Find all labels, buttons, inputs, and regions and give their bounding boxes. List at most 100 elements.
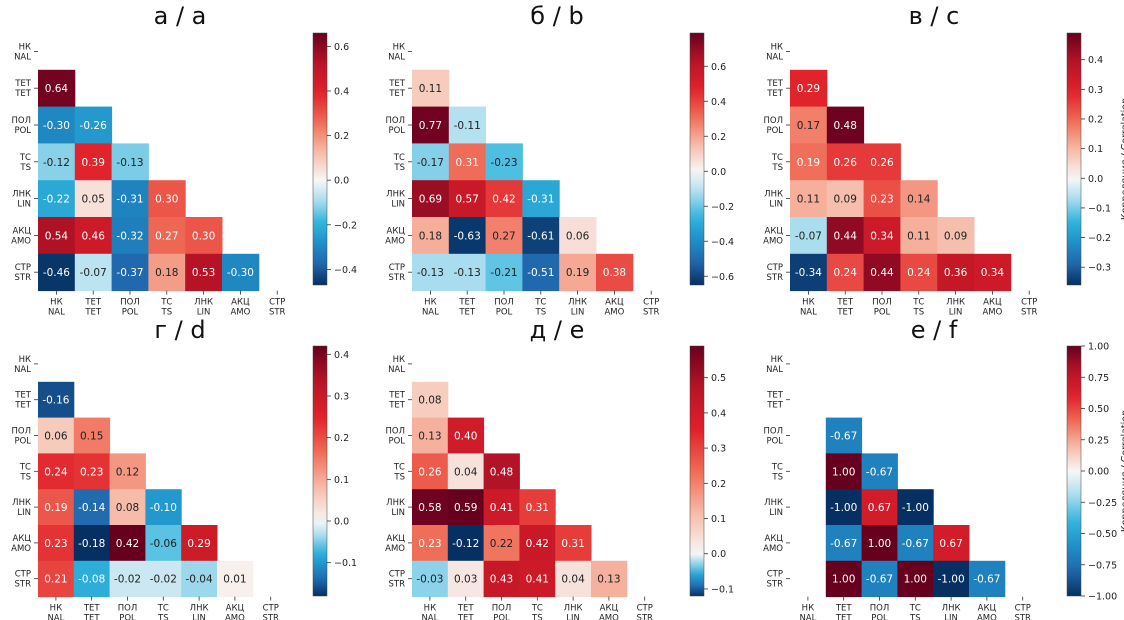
colorbar-tick-label: 0.0 bbox=[711, 167, 726, 178]
row-label-en: POL bbox=[388, 437, 405, 447]
row-label-en: TET bbox=[766, 89, 784, 99]
cell-value-label: -0.07 bbox=[795, 230, 822, 242]
heatmap-cell bbox=[448, 106, 487, 144]
row-label-en: TS bbox=[771, 163, 783, 173]
heatmap-cell bbox=[38, 525, 75, 562]
cell-value-label: 0.26 bbox=[870, 157, 894, 169]
row-label-ru: ТЕТ bbox=[766, 391, 784, 401]
cell-value-label: -0.13 bbox=[454, 267, 481, 279]
heatmap-cell bbox=[448, 143, 487, 181]
heatmap-cell bbox=[448, 253, 487, 292]
cell-value-label: 0.54 bbox=[45, 230, 69, 242]
colorbar bbox=[1066, 345, 1082, 597]
colorbar-label: Корреляция / Correlation bbox=[1120, 98, 1124, 220]
col-label-en: NAL bbox=[800, 308, 817, 318]
heatmap-cell bbox=[38, 489, 75, 526]
heatmap-cell bbox=[861, 453, 898, 490]
heatmap-cell bbox=[522, 217, 560, 255]
row-label-en: TET bbox=[14, 401, 32, 411]
cell-value-label: 0.26 bbox=[834, 157, 858, 169]
cell-value-label: 0.67 bbox=[939, 538, 962, 550]
heatmap-cell bbox=[974, 253, 1012, 292]
cell-value-label: 0.05 bbox=[82, 194, 105, 206]
heatmap-cell bbox=[826, 217, 865, 255]
col-label-en: TET bbox=[83, 614, 101, 620]
col-label-ru: ЛНК bbox=[942, 604, 961, 614]
cell-value-label: -0.17 bbox=[417, 157, 444, 169]
row-label-en: AMO bbox=[763, 236, 783, 246]
col-label-ru: ТЕТ bbox=[458, 298, 476, 308]
row-label-en: TET bbox=[766, 401, 784, 411]
cell-value-label: -1.00 bbox=[902, 502, 929, 514]
cell-value-label: 1.00 bbox=[832, 466, 855, 478]
heatmap-cell bbox=[559, 217, 597, 255]
col-label-ru: ПОЛ bbox=[118, 604, 137, 614]
colorbar-tick-label: 0.1 bbox=[334, 475, 349, 486]
colorbar-tick-label: 0.0 bbox=[711, 549, 726, 560]
col-label-ru: НК bbox=[802, 298, 814, 308]
cell-value-label: 0.13 bbox=[597, 574, 620, 586]
cell-value-label: 0.01 bbox=[223, 574, 246, 586]
cell-value-label: 0.14 bbox=[907, 194, 931, 206]
heatmap-cell bbox=[73, 489, 111, 526]
cell-value-label: -0.31 bbox=[527, 194, 554, 206]
heatmap-panel-1: а / a 0.64 -0.30 -0.26 -0.12 0.39 -0.13 -0.22 0.… bbox=[11, 2, 357, 318]
cell-value-label: -0.67 bbox=[830, 538, 857, 550]
row-label-ru: ТС bbox=[393, 462, 405, 472]
col-label-ru: СТР bbox=[637, 604, 653, 614]
col-label-ru: НК bbox=[50, 298, 62, 308]
heatmap-cell bbox=[38, 143, 76, 181]
cell-value-label: 0.34 bbox=[981, 267, 1005, 279]
colorbar-tick-label: 0.3 bbox=[711, 444, 726, 455]
heatmap-panel-2: б / b 0.11 0.77 -0.11 -0.17 0.31 -0.23 0.69 0.57… bbox=[385, 2, 734, 318]
cell-value-label: -0.02 bbox=[150, 574, 177, 586]
cell-value-label: -0.34 bbox=[795, 267, 822, 279]
col-label-ru: ПОЛ bbox=[870, 604, 889, 614]
heatmap-cell bbox=[109, 560, 146, 598]
cell-value-label: 0.44 bbox=[834, 230, 858, 242]
cell-value-label: -0.63 bbox=[454, 230, 481, 242]
col-label-ru: НК bbox=[802, 604, 814, 614]
row-label-en: STR bbox=[389, 580, 406, 590]
col-label-ru: АКЦ bbox=[978, 604, 997, 614]
cell-value-label: 0.06 bbox=[44, 431, 68, 443]
cell-value-label: 0.11 bbox=[419, 83, 442, 95]
cell-value-label: 0.69 bbox=[419, 194, 442, 206]
heatmap-cell bbox=[519, 525, 556, 562]
row-label-ru: НК bbox=[19, 42, 31, 52]
colorbar-tick-label: −0.3 bbox=[1088, 263, 1111, 274]
row-label-en: NAL bbox=[388, 365, 405, 375]
cell-value-label: 0.59 bbox=[454, 502, 477, 514]
colorbar-tick-label: 0.50 bbox=[1088, 404, 1109, 415]
row-label-ru: СТР bbox=[767, 263, 783, 273]
heatmap-cell bbox=[38, 69, 76, 108]
panel-title: а / a bbox=[154, 2, 207, 30]
colorbar-tick-label: 0.6 bbox=[711, 62, 726, 73]
col-label-en: AMO bbox=[599, 614, 619, 620]
colorbar-tick-label: 0.2 bbox=[711, 132, 726, 143]
colorbar-tick-label: 0.75 bbox=[1088, 373, 1109, 384]
cell-value-label: 0.26 bbox=[418, 466, 442, 478]
heatmap-cell bbox=[483, 525, 520, 562]
heatmap-cell bbox=[937, 217, 975, 255]
colorbar-tick-label: −0.50 bbox=[1088, 529, 1117, 540]
heatmap-panel-6: е / f -0.67 1.00 -0.67 -1.00 0.67 -1.00 -0.67 1.… bbox=[763, 316, 1124, 620]
col-label-en: NAL bbox=[422, 308, 439, 318]
heatmap-cell bbox=[38, 453, 75, 490]
heatmap-cell bbox=[185, 217, 223, 255]
row-label-en: NAL bbox=[766, 365, 783, 375]
heatmap-cell bbox=[73, 525, 111, 562]
heatmap-cell bbox=[448, 180, 487, 218]
cell-value-label: 0.27 bbox=[492, 230, 515, 242]
colorbar-tick-label: −0.4 bbox=[711, 237, 734, 248]
cell-value-label: 0.06 bbox=[566, 230, 590, 242]
col-label-en: LIN bbox=[566, 614, 580, 620]
cell-value-label: 0.04 bbox=[561, 574, 585, 586]
colorbar-label: Корреляция / Correlation bbox=[1120, 410, 1124, 532]
cell-value-label: 0.24 bbox=[44, 466, 68, 478]
heatmap-cell bbox=[38, 106, 76, 144]
cell-value-label: 0.19 bbox=[566, 267, 589, 279]
cell-value-label: 0.19 bbox=[797, 157, 820, 169]
heatmap-cell bbox=[826, 143, 865, 181]
panel-title: б / b bbox=[530, 2, 583, 30]
